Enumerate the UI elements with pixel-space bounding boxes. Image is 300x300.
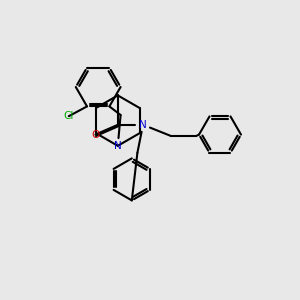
Text: Cl: Cl	[64, 111, 74, 121]
Text: N: N	[114, 141, 122, 151]
Text: N: N	[139, 120, 147, 130]
Text: O: O	[91, 130, 100, 140]
